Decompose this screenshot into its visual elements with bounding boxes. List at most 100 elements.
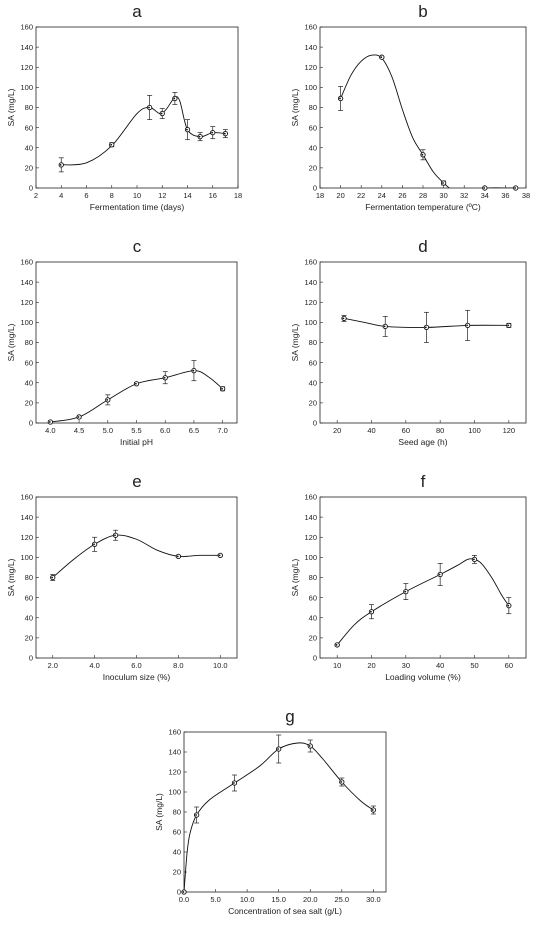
y-tick-label: 120	[20, 533, 33, 542]
data-point-dot	[371, 809, 374, 811]
x-axis-label: Inoculum size (%)	[103, 672, 171, 682]
data-point-dot	[370, 610, 372, 613]
data-point-dot	[473, 558, 475, 561]
fit-curve	[52, 534, 221, 578]
data-point-dot	[218, 554, 221, 557]
fit-curve	[61, 96, 226, 166]
y-tick-label: 60	[25, 593, 33, 602]
y-tick-label: 20	[173, 868, 181, 877]
y-axis-label: SA (mg/L)	[290, 558, 300, 596]
y-tick-label: 160	[304, 258, 317, 267]
data-point-dot	[163, 376, 166, 379]
y-tick-label: 100	[304, 318, 317, 327]
x-tick-label: 2	[34, 191, 38, 200]
y-tick-label: 40	[173, 848, 181, 857]
y-tick-label: 40	[309, 613, 317, 622]
x-axis-label: Fermentation temperature (ºC)	[365, 202, 481, 212]
x-tick-label: 10	[133, 191, 141, 200]
y-tick-label: 120	[20, 63, 33, 72]
x-tick-label: 30.0	[366, 895, 381, 904]
x-tick-label: 10.0	[213, 661, 228, 670]
y-tick-label: 80	[173, 808, 181, 817]
y-tick-label: 140	[168, 748, 181, 757]
y-tick-label: 80	[309, 338, 317, 347]
x-tick-label: 100	[468, 426, 481, 435]
data-point-dot	[182, 891, 185, 893]
data-point-dot	[198, 135, 201, 138]
data-point-dot	[195, 814, 197, 816]
data-point-dot	[148, 106, 150, 109]
y-tick-label: 140	[20, 278, 33, 287]
y-tick-label: 80	[309, 573, 317, 582]
data-point-dot	[507, 324, 510, 327]
x-tick-label: 10.0	[240, 895, 255, 904]
x-tick-label: 5.5	[131, 426, 141, 435]
y-tick-label: 0	[29, 184, 33, 193]
y-tick-label: 40	[309, 378, 317, 387]
y-tick-label: 40	[25, 613, 33, 622]
x-tick-label: 4	[59, 191, 63, 200]
x-tick-label: 6.5	[189, 426, 199, 435]
y-tick-label: 60	[309, 593, 317, 602]
y-axis-label: SA (mg/L)	[6, 558, 16, 596]
data-point-dot	[514, 187, 516, 189]
x-tick-label: 4.5	[74, 426, 84, 435]
x-tick-label: 24	[378, 191, 386, 200]
x-tick-label: 26	[398, 191, 406, 200]
y-tick-label: 120	[304, 298, 317, 307]
y-tick-label: 60	[25, 358, 33, 367]
fit-curve	[50, 370, 223, 423]
chart-panel-d: d 0 20 40 60 80 100 120 140 160 20 40 60 80 100 120 Seed…	[290, 237, 527, 447]
y-tick-label: 120	[20, 298, 33, 307]
y-tick-label: 160	[168, 728, 181, 737]
x-tick-label: 20	[333, 426, 341, 435]
x-tick-label: 40	[436, 661, 444, 670]
x-tick-label: 10	[333, 661, 341, 670]
plot-frame	[35, 261, 238, 424]
x-axis-label: Initial pH	[120, 437, 153, 447]
x-tick-label: 36	[501, 191, 509, 200]
data-point-dot	[233, 782, 235, 784]
x-axis-label: Seed age (h)	[398, 437, 447, 447]
x-tick-label: 5.0	[103, 426, 113, 435]
panel-letter: f	[421, 472, 426, 491]
y-tick-label: 140	[304, 278, 317, 287]
fit-curve	[184, 742, 374, 892]
x-tick-label: 60	[505, 661, 513, 670]
data-point-dot	[483, 187, 486, 189]
y-tick-label: 80	[309, 103, 317, 112]
data-point-dot	[192, 369, 195, 372]
x-tick-label: 4.0	[45, 426, 55, 435]
x-tick-label: 5.0	[210, 895, 220, 904]
x-tick-label: 15.0	[271, 895, 286, 904]
y-tick-label: 40	[25, 378, 33, 387]
data-point-dot	[383, 325, 386, 328]
data-point-dot	[421, 153, 424, 156]
data-point-dot	[211, 131, 214, 134]
data-point-dot	[93, 543, 95, 546]
y-tick-label: 80	[25, 103, 33, 112]
x-tick-label: 2.0	[48, 661, 58, 670]
x-tick-label: 20	[367, 661, 375, 670]
y-axis-label: SA (mg/L)	[6, 323, 16, 361]
x-tick-label: 14	[183, 191, 191, 200]
data-point-dot	[110, 143, 113, 146]
y-tick-label: 140	[304, 43, 317, 52]
y-tick-label: 20	[25, 634, 33, 643]
data-point-dot	[186, 128, 188, 131]
x-tick-label: 120	[503, 426, 516, 435]
x-tick-label: 8.0	[173, 661, 183, 670]
data-point-dot	[135, 382, 137, 385]
panel-letter: a	[132, 2, 142, 21]
x-tick-label: 30	[402, 661, 410, 670]
x-axis-label: Fermentation time (days)	[90, 202, 185, 212]
plot-frame	[319, 496, 527, 659]
y-tick-label: 160	[304, 493, 317, 502]
y-tick-label: 0	[29, 654, 33, 663]
y-tick-label: 0	[313, 184, 317, 193]
data-point-dot	[339, 97, 341, 100]
chart-panel-a: a 0 20 40 60 80 100 120 140 160 2 4 6 8 10 12 14 16 18 Ferm…	[6, 2, 242, 212]
y-tick-label: 100	[20, 318, 33, 327]
chart-panel-f: f 0 20 40 60 80 100 120 140 160 10 20 30 40 50 60 Loadin…	[290, 472, 527, 682]
